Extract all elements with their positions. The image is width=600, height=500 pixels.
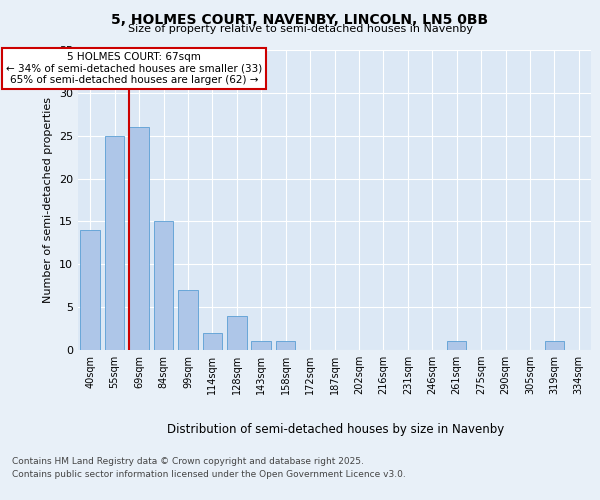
Text: 5, HOLMES COURT, NAVENBY, LINCOLN, LN5 0BB: 5, HOLMES COURT, NAVENBY, LINCOLN, LN5 0…: [112, 12, 488, 26]
Bar: [545, 342, 564, 350]
Bar: [130, 127, 149, 350]
Bar: [178, 290, 198, 350]
Bar: [105, 136, 124, 350]
Bar: [227, 316, 247, 350]
Bar: [154, 222, 173, 350]
Bar: [276, 342, 295, 350]
Bar: [203, 333, 222, 350]
Text: 5 HOLMES COURT: 67sqm
← 34% of semi-detached houses are smaller (33)
65% of semi: 5 HOLMES COURT: 67sqm ← 34% of semi-deta…: [6, 52, 262, 85]
Y-axis label: Number of semi-detached properties: Number of semi-detached properties: [43, 97, 53, 303]
Bar: [251, 342, 271, 350]
Text: Distribution of semi-detached houses by size in Navenby: Distribution of semi-detached houses by …: [167, 422, 505, 436]
Text: Size of property relative to semi-detached houses in Navenby: Size of property relative to semi-detach…: [128, 24, 473, 34]
Bar: [80, 230, 100, 350]
Text: Contains HM Land Registry data © Crown copyright and database right 2025.: Contains HM Land Registry data © Crown c…: [12, 458, 364, 466]
Text: Contains public sector information licensed under the Open Government Licence v3: Contains public sector information licen…: [12, 470, 406, 479]
Bar: [447, 342, 466, 350]
